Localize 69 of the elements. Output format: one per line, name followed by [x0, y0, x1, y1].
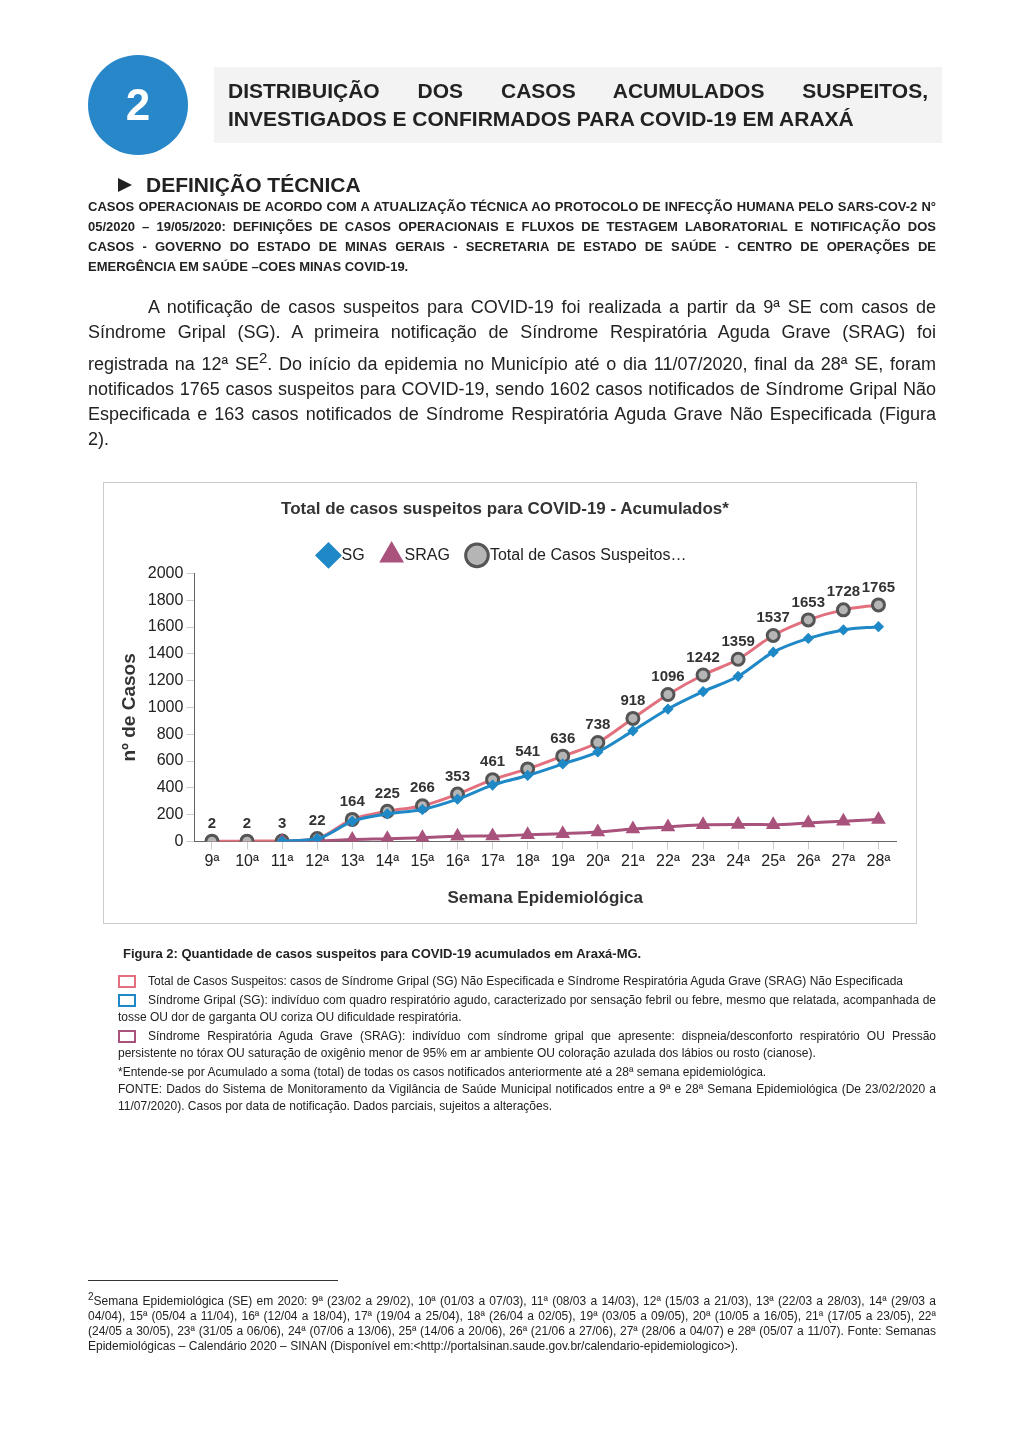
legend-label: Total de Casos Suspeitos…	[489, 545, 687, 563]
y-tick-label: 1600	[147, 617, 184, 635]
x-tick-label: 23ª	[691, 852, 715, 870]
chart-title: Total de casos suspeitos para COVID-19 - Acumulados*	[281, 498, 730, 518]
y-tick-label: 1400	[147, 644, 184, 662]
data-label: 1242	[686, 647, 720, 665]
y-tick-label: 800	[156, 724, 184, 742]
data-label: 636	[550, 728, 576, 746]
x-tick-label: 24ª	[726, 852, 751, 870]
data-label: 3	[277, 813, 287, 831]
source-note: FONTE: Dados do Sistema de Monitoramento da Vigilância de Saúde Municipal notificados entre a 9ª e 28ª Semana Epidemiológica (De 23/02/2020 a 11/07/2020). Casos por data de notificação. Dados parciais, sujeitos a alterações.	[118, 1081, 936, 1115]
x-tick-label: 25ª	[761, 852, 786, 870]
data-label: 266	[409, 778, 435, 796]
data-label: 225	[374, 783, 400, 801]
x-axis-title: Semana Epidemiológica	[447, 888, 644, 908]
y-tick-label: 0	[174, 831, 184, 849]
data-label: 164	[339, 792, 366, 810]
y-tick-label: 400	[156, 778, 184, 796]
text: Síndrome Respiratória Aguda Grave (SRAG): indivíduo com síndrome gripal que apresente: dispneia/desconforto respiratório OU Pressão persistente no tórax OU saturação de oxigênio menor de 95% em ar ambiente OU coloração azulada dos lábios ou rosto (cianose).	[118, 1029, 936, 1060]
x-tick-label: 16ª	[445, 852, 470, 870]
x-tick-label: 14ª	[375, 852, 400, 870]
data-label: 738	[585, 715, 611, 733]
data-label: 1359	[721, 631, 755, 649]
y-axis-title: nº de Casos	[117, 653, 139, 762]
text: Figura 2: Quantidade de casos suspeitos para COVID-19 acumulados em Araxá-MG.	[123, 946, 643, 961]
data-label: 1653	[791, 592, 825, 610]
data-label: 353	[444, 766, 471, 784]
y-tick-label: 1800	[147, 590, 184, 608]
x-tick-label: 18ª	[515, 852, 540, 870]
legend-label: SG	[341, 545, 365, 563]
x-tick-label: 27ª	[831, 852, 856, 870]
x-tick-label: 11ª	[270, 852, 294, 870]
x-tick-label: 22ª	[656, 852, 680, 870]
text: CASOS OPERACIONAIS DE ACORDO COM A ATUALIZAÇÃO TÉCNICA AO PROTOCOLO DE INFECÇÃO HUMANA PELO SARS-COV-2 N° 05/2020 – 19/05/2020: DEFINIÇÕES DE CASOS OPERACIONAIS E FLUXOS DE TESTAGEM LABORATORIAL E NOTIFICAÇÃO DOS CASOS - GOVERNO DO ESTADO DE MINAS GERAIS - SECRETARIA DE ESTADO DE SAÚDE - CENTRO DE OPERAÇÕES DE EMERGÊNCIA EM SAÚDE –COES MINAS COVID-19.	[88, 198, 936, 276]
data-label: 2	[207, 813, 217, 831]
text: Síndrome Gripal (SG): indivíduo com quadro respiratório agudo, caracterizado por sensação febril ou febre, mesmo que relatada, acompanhada de tosse OU dor de garganta OU coriza OU dificuldade respiratória.	[118, 993, 936, 1024]
x-tick-label: 17ª	[480, 852, 505, 870]
x-tick-label: 26ª	[796, 852, 821, 870]
text: Total de Casos Suspeitos: casos de Síndrome Gripal (SG) Não Especificada e Síndrome Respiratória Aguda Grave (SRAG) Não Especificada	[148, 974, 904, 988]
text: $^{2}$Semana Epidemiológica (SE) em 2020: 9ª (23/02 a 29/02), 10ª (01/03 a 07/03), 11ª (08/03 a 14/03), 12ª (15/03 a 21/03), 13ª (22/03 a 28/03), 14ª (29/03 a 04/04), 15ª (05/04 a 11/04), 16ª (12/04 a 18/04), 17ª (19/04 a 25/04), 18ª (26/04 a 02/05), 19ª (03/05 a 09/05), 20ª (10/05 a 16/05), 21ª (17/05 a 23/05), 22ª (24/05 a 30/05), 23ª (31/05 a 06/06), 24ª (07/06 a 13/06), 25ª (14/06 a 20/06), 26ª (21/06 a 27/06), 27ª (28/06 a 04/07) e 28ª (05/07 a 11/07). Fonte: Semanas Epidemiológicas – Calendário 2020 – SINAN (Disponível em:<http://portalsinan.saude.gov.br/calendario-epidemiologico>).	[88, 1290, 936, 1354]
data-label: 2	[242, 813, 252, 831]
y-tick-label: 600	[156, 751, 184, 769]
text: 2	[125, 80, 151, 129]
data-label: 1765	[861, 577, 896, 595]
y-tick-label: 2000	[147, 563, 184, 581]
legend-label: SRAG	[404, 545, 450, 563]
x-tick-label: 10ª	[235, 852, 259, 870]
data-label: 1728	[826, 582, 861, 600]
text: *Entende-se por Acumulado a soma (total) de todas os casos notificados anteriormente até a 28ª semana epidemiológica.	[118, 1064, 768, 1081]
data-label: 1537	[756, 608, 790, 626]
data-label: 1096	[651, 667, 685, 685]
x-tick-label: 21ª	[621, 852, 645, 870]
x-tick-label: 9ª	[204, 852, 220, 870]
x-tick-label: 13ª	[340, 852, 365, 870]
data-label: 22	[308, 811, 326, 829]
text: 2	[258, 349, 268, 366]
data-label: 918	[620, 691, 646, 709]
data-label: 461	[480, 752, 506, 770]
y-tick-label: 200	[156, 805, 184, 823]
x-tick-label: 28ª	[866, 852, 891, 870]
data-label: 541	[515, 741, 541, 759]
text: DISTRIBUIÇÃO DOS CASOS ACUMULADOS SUSPEITOS, INVESTIGADOS E CONFIRMADOS PARA COVID-19 EM ARAXÁ	[214, 67, 942, 143]
y-tick-label: 1000	[147, 697, 184, 715]
y-tick-label: 1200	[147, 671, 184, 689]
x-tick-label: 12ª	[305, 852, 330, 870]
x-tick-label: 19ª	[550, 852, 575, 870]
x-tick-label: 20ª	[585, 852, 610, 870]
x-tick-label: 15ª	[410, 852, 435, 870]
text: DEFINIÇÃO TÉCNICA	[146, 173, 361, 196]
